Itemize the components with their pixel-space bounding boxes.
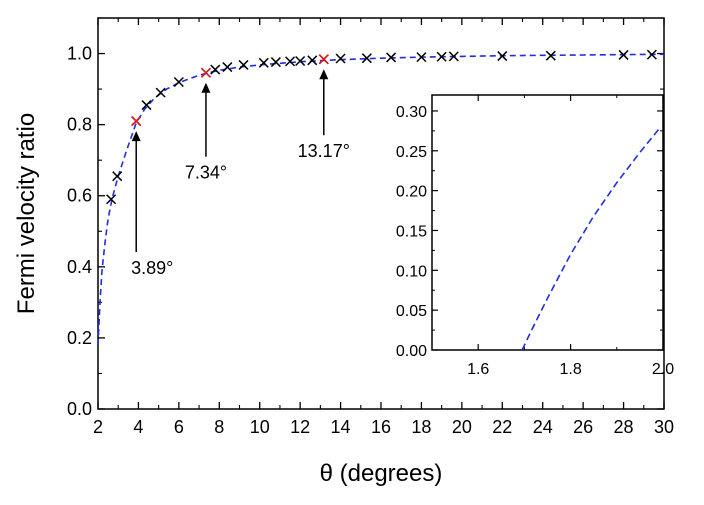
x-tick-label: 4: [133, 417, 143, 437]
inset-frame: [431, 94, 664, 351]
y-tick-label: 1.0: [67, 44, 92, 64]
fit-dashed-line: [97, 53, 665, 346]
main-plot: 2 4 6 8 10 12 14 16 18 20 22 24 26 28 300.00.20.40.60.…: [13, 17, 674, 487]
data-point-marker: [416, 52, 427, 63]
data-point-marker-stroke-b: [155, 87, 166, 98]
data-point-marker-stroke-b: [295, 55, 306, 67]
annotation-arrow-head: [319, 69, 329, 80]
data-point-marker: [618, 49, 629, 60]
x-tick-label: 28: [614, 417, 634, 437]
data-point-marker: [141, 100, 152, 111]
inset-y-tick-label: 0.20: [396, 184, 427, 201]
inset-x-tick-label: 1.6: [467, 361, 489, 378]
data-point-marker-stroke-b: [497, 51, 508, 62]
y-tick-label: 0.4: [67, 257, 92, 277]
annotation-arrow-head: [201, 82, 211, 93]
data-point-marker: [210, 64, 221, 75]
y-tick-label: 0.2: [67, 328, 92, 348]
x-tick-label: 20: [452, 417, 472, 437]
inset-x-tick-label: 2.0: [652, 361, 674, 378]
inset-y-tick-label: 0.15: [396, 223, 427, 240]
inset-y-tick-label: 0.25: [396, 144, 427, 161]
x-tick-label: 18: [411, 417, 431, 437]
data-point-marker-stroke-b: [386, 52, 397, 63]
inset-y-tick-label: 0.30: [396, 104, 427, 121]
data-point-marker: [361, 53, 372, 64]
data-point-marker-stroke-b: [416, 52, 427, 63]
data-point-marker: [295, 55, 306, 67]
data-point-marker: [335, 53, 346, 64]
x-tick-label: 26: [573, 417, 593, 437]
data-point-marker: [258, 57, 269, 68]
annotation-label: 13.17°: [298, 141, 350, 161]
y-tick-label: 0.8: [67, 115, 92, 135]
data-point-marker: [112, 171, 123, 182]
data-point-marker: [238, 59, 249, 70]
annotation-arrow-head: [131, 131, 141, 142]
data-point-marker-stroke-b: [285, 56, 296, 67]
x-tick-label: 8: [214, 417, 224, 437]
data-point-marker-stroke-b: [222, 62, 233, 73]
annotation-label: 3.89°: [131, 258, 173, 278]
data-point-marker-stroke-b: [141, 100, 152, 111]
data-point-marker: [448, 51, 459, 62]
data-point-marker: [386, 52, 397, 63]
data-point-marker: [155, 87, 166, 98]
highlighted-point-marker-stroke-b: [131, 116, 142, 127]
x-tick-label: 14: [331, 417, 351, 437]
data-point-marker: [436, 51, 447, 62]
x-tick-label: 2: [93, 417, 103, 437]
data-point-marker-stroke-b: [106, 194, 117, 205]
data-point-marker-stroke-b: [545, 50, 556, 61]
annotation-label: 7.34°: [185, 163, 227, 183]
inset-y-tick-label: 0.10: [396, 263, 427, 280]
highlighted-point-marker-stroke-b: [200, 67, 211, 78]
data-point-marker: [285, 56, 296, 67]
y-tick-label: 0.0: [67, 399, 92, 419]
inset-x-tick-label: 1.8: [559, 361, 581, 378]
data-point-marker-stroke-b: [436, 51, 447, 62]
y-axis-label: Fermi velocity ratio: [13, 113, 40, 314]
data-point-marker-stroke-b: [270, 57, 281, 68]
highlighted-point-marker: [318, 54, 329, 65]
data-point-marker: [545, 50, 556, 61]
data-point-marker-stroke-b: [238, 59, 249, 70]
highlighted-point-marker: [200, 67, 211, 78]
x-tick-label: 22: [492, 417, 512, 437]
data-point-marker-stroke-b: [210, 64, 221, 75]
x-tick-label: 6: [174, 417, 184, 437]
inset-fit-dashed-line: [521, 126, 662, 351]
inset-y-tick-label: 0.05: [396, 303, 427, 320]
x-tick-label: 10: [250, 417, 270, 437]
data-point-marker: [106, 194, 117, 205]
inset-y-tick-label: 0.00: [396, 343, 427, 360]
data-point-marker-stroke-b: [258, 57, 269, 68]
x-tick-label: 12: [290, 417, 310, 437]
data-point-marker: [646, 49, 657, 60]
data-point-marker-stroke-b: [335, 53, 346, 64]
data-point-marker: [173, 76, 184, 88]
data-point-marker-stroke-b: [646, 49, 657, 60]
data-point-marker-stroke-b: [112, 171, 123, 182]
inset-plot: 1.6 1.8 2.0 0.00 0.05 0.10 0.15 0.20 0.25 0.30: [396, 94, 674, 378]
y-tick-label: 0.6: [67, 186, 92, 206]
x-tick-label: 30: [654, 417, 674, 437]
data-point-marker-stroke-b: [361, 53, 372, 64]
data-point-marker-stroke-b: [448, 51, 459, 62]
x-tick-label: 24: [533, 417, 553, 437]
x-tick-label: 16: [371, 417, 391, 437]
x-axis-label: θ (degrees): [320, 460, 443, 487]
data-point-marker: [497, 51, 508, 62]
data-point-marker-stroke-b: [307, 55, 318, 66]
data-point-marker: [307, 55, 318, 66]
highlighted-point-marker-stroke-b: [318, 54, 329, 65]
data-point-marker-stroke-b: [173, 76, 184, 88]
highlighted-point-marker: [131, 116, 142, 127]
data-point-marker: [270, 57, 281, 68]
data-point-marker-stroke-b: [618, 49, 629, 60]
data-point-marker: [222, 62, 233, 73]
